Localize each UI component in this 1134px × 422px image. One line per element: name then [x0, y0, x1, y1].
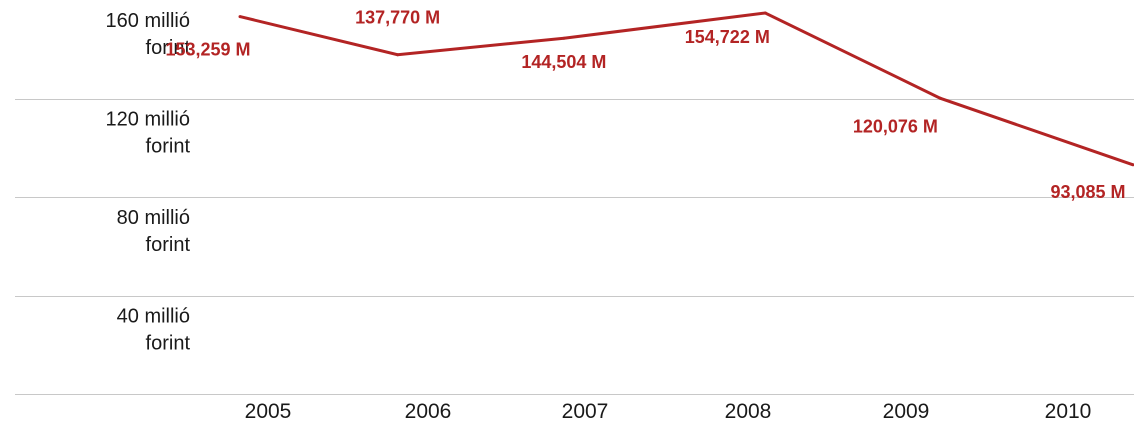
x-tick-label-2006: 2006 — [405, 400, 452, 422]
y-tick-label-line2: forint — [146, 234, 191, 256]
series-layer — [238, 11, 1134, 167]
data-label-2008: 154,722 M — [685, 27, 770, 47]
y-tick-label-3: 40 millió forint — [117, 306, 191, 355]
y-tick-label-line1: 40 millió — [117, 306, 190, 328]
data-point-2007 — [562, 36, 566, 40]
x-tick-label-2008: 2008 — [725, 400, 772, 422]
data-label-2009: 120,076 M — [853, 116, 938, 136]
data-point-2008 — [763, 11, 767, 15]
data-point-2006 — [396, 53, 400, 57]
y-tick-label-line1: 120 millió — [106, 109, 190, 131]
data-point-2005 — [238, 15, 242, 19]
y-tick-label-1: 120 millió forint — [106, 109, 191, 158]
y-tick-label-line1: 160 millió — [106, 10, 190, 32]
data-point-2010 — [1131, 163, 1134, 167]
x-axis-tick-labels: 2005 2006 2007 2008 2009 2010 — [245, 400, 1092, 422]
y-tick-label-line2: forint — [146, 37, 191, 59]
x-tick-label-2005: 2005 — [245, 400, 292, 422]
data-label-2006: 137,770 M — [355, 8, 440, 28]
x-tick-label-2010: 2010 — [1045, 400, 1092, 422]
y-tick-label-0: 160 millió forint — [106, 10, 191, 59]
x-tick-label-2009: 2009 — [883, 400, 930, 422]
data-label-2007: 144,504 M — [521, 52, 606, 72]
data-labels: 153,259 M 137,770 M 144,504 M 154,722 M 120,… — [165, 8, 1125, 202]
y-tick-label-line1: 80 millió — [117, 207, 190, 229]
x-tick-label-2007: 2007 — [562, 400, 609, 422]
data-label-2005: 153,259 M — [165, 40, 250, 60]
y-tick-label-2: 80 millió forint — [117, 207, 191, 256]
data-label-2010: 93,085 M — [1050, 182, 1125, 202]
data-point-2009 — [938, 96, 942, 100]
y-tick-label-line2: forint — [146, 333, 191, 355]
y-tick-label-line2: forint — [146, 136, 191, 158]
series-line — [239, 11, 1134, 167]
